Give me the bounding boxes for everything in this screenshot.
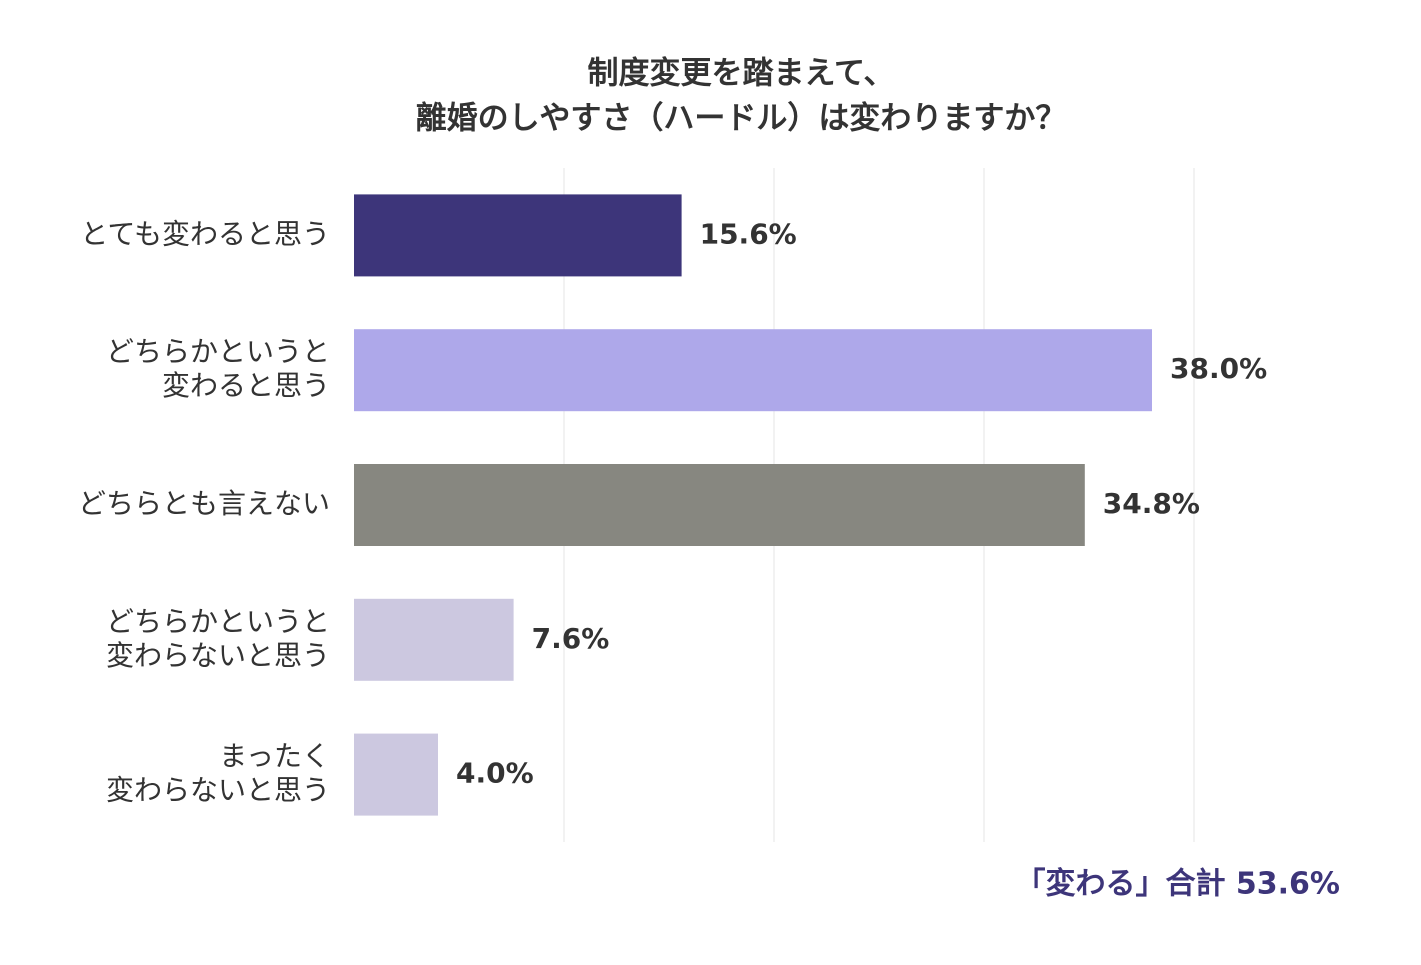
category-label: どちらかというと [106,335,330,368]
category-label: まったく [219,740,330,773]
value-label: 38.0% [1170,352,1267,385]
bar [354,598,514,681]
value-label: 4.0% [456,757,534,790]
value-label: 15.6% [700,217,797,250]
chart-title: 離婚のしやすさ（ハードル）は変わりますか？ [416,101,1067,137]
bar [354,464,1085,546]
value-label: 7.6% [532,622,610,655]
category-label: 変わらないと思う [106,639,330,672]
bar [354,194,682,277]
annotation: 「変わる」合計 53.6% [1015,867,1340,902]
category-label: どちらかというと [106,605,330,638]
category-label: 変わらないと思う [106,774,330,807]
category-label: どちらとも言えない [78,487,330,520]
bar [354,733,438,816]
bar [354,329,1152,412]
category-label: とても変わると思う [80,217,330,250]
chart-title: 制度変更を踏まえて、 [588,56,895,92]
value-label: 34.8% [1103,487,1200,520]
category-label: 変わると思う [162,369,330,402]
